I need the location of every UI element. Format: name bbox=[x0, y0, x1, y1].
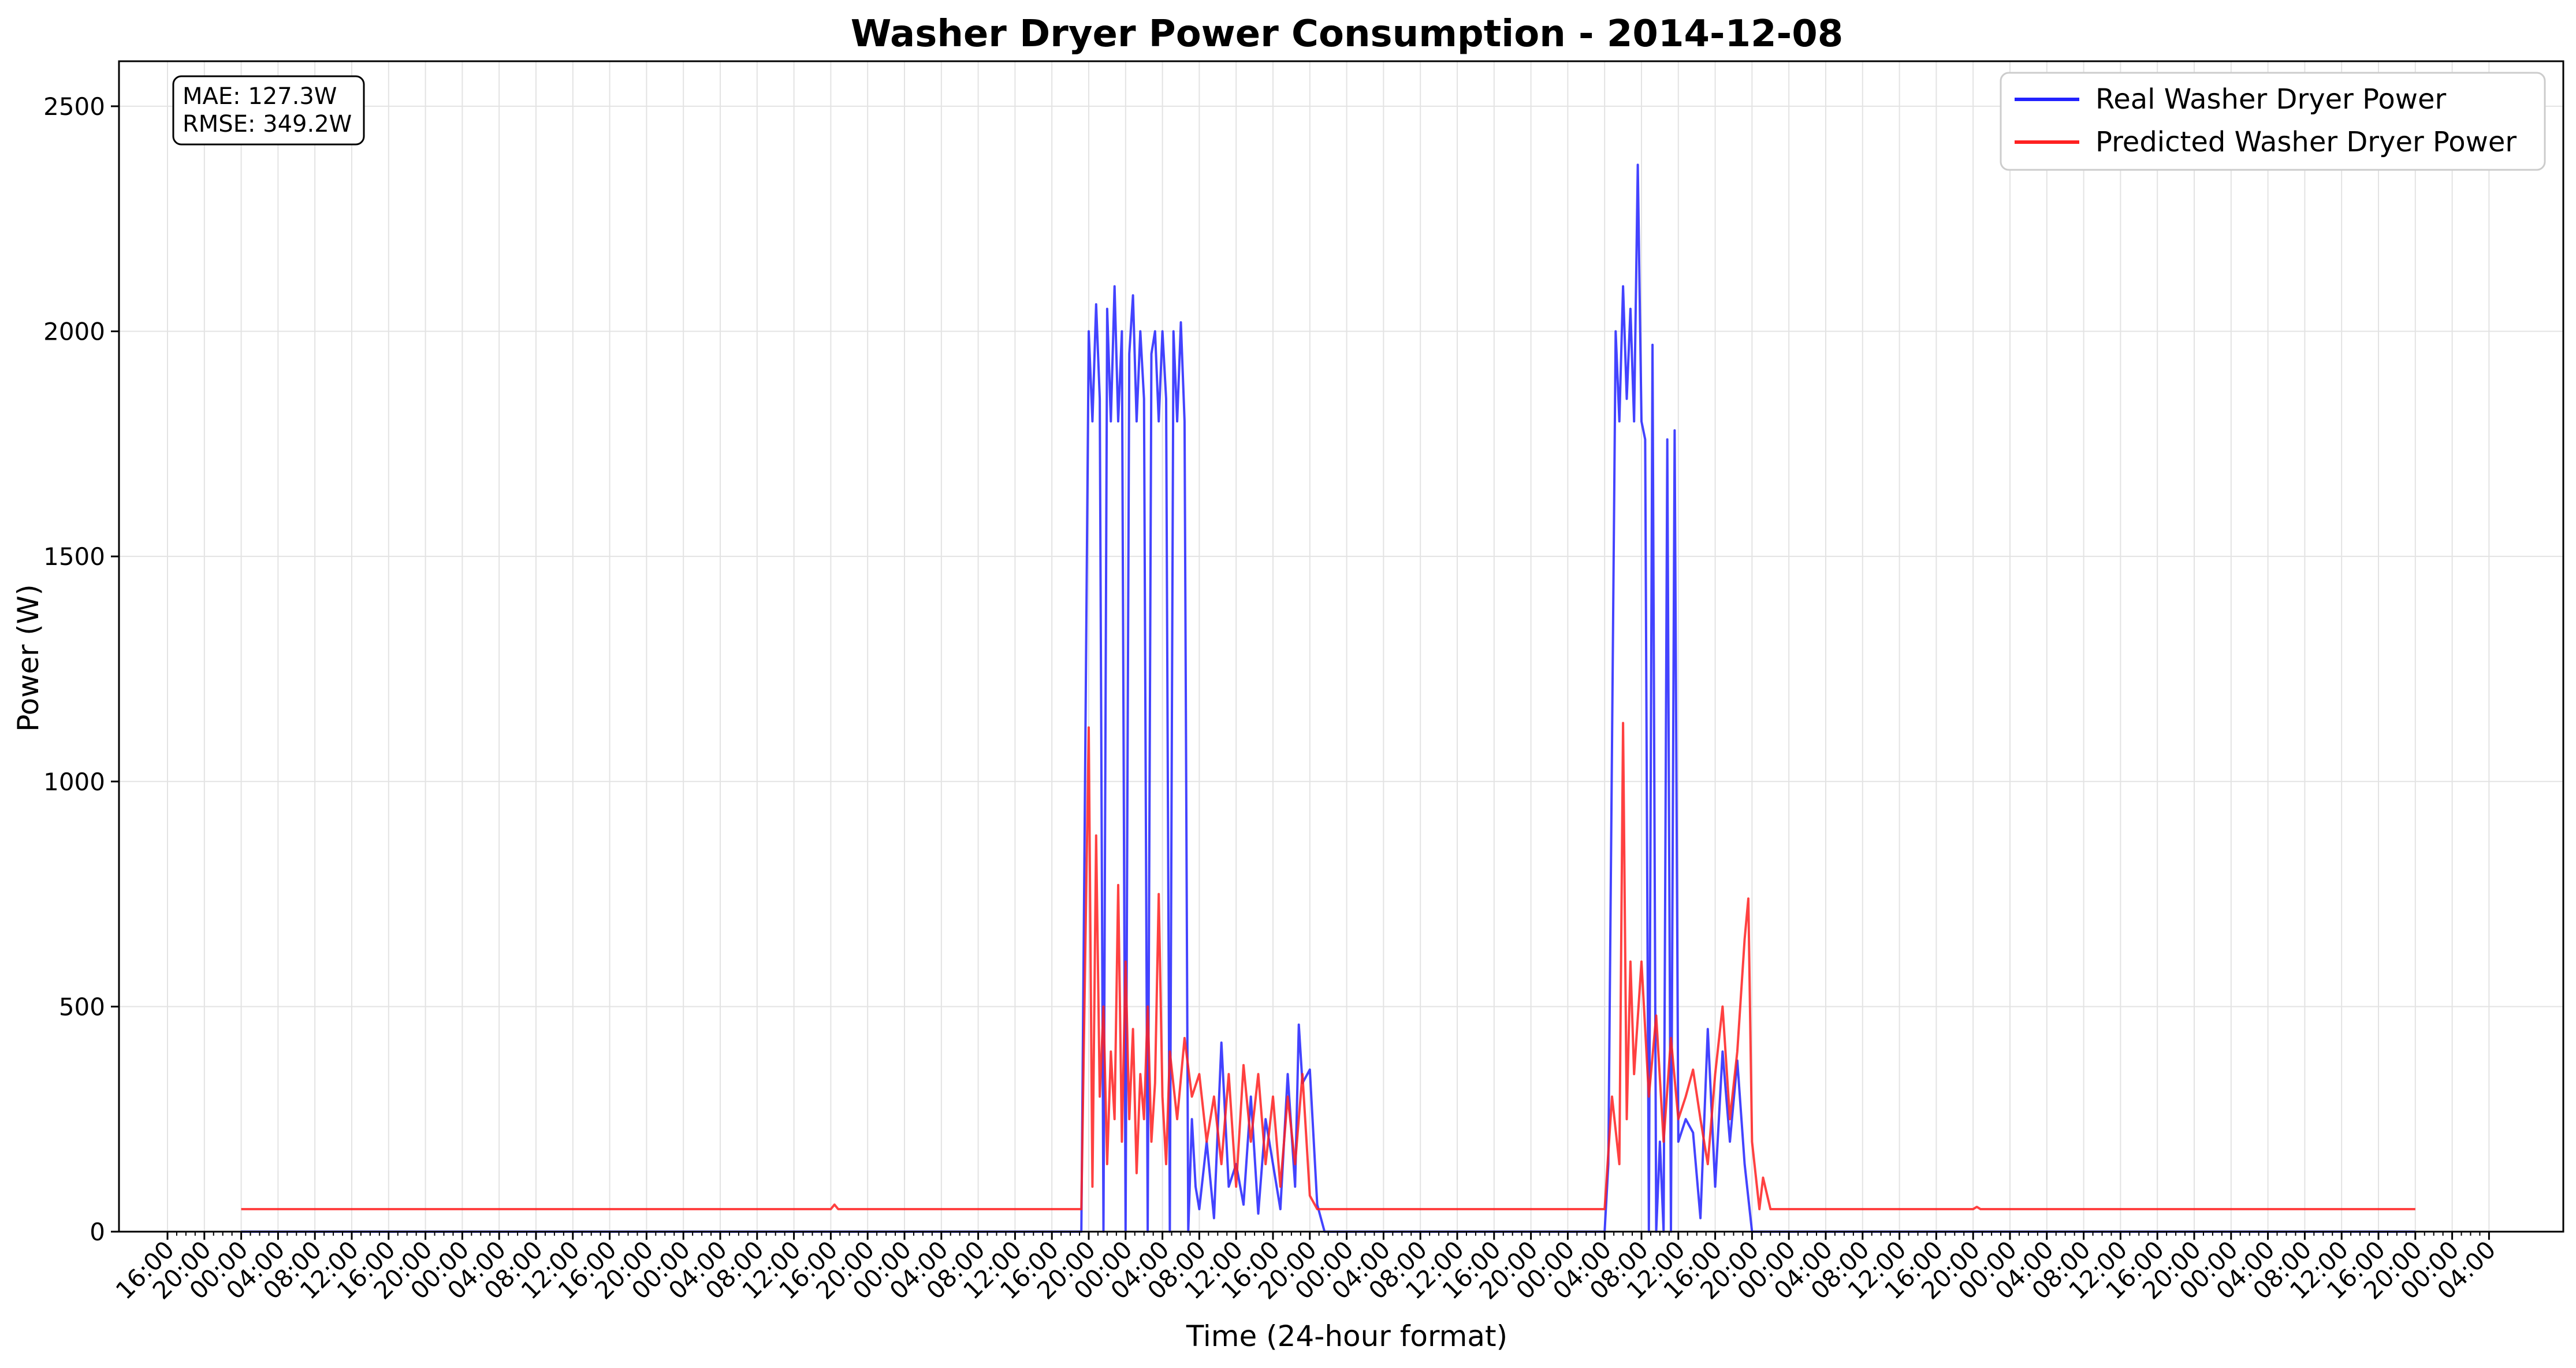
y-axis-label: Power (W) bbox=[12, 584, 45, 732]
series-line-real bbox=[241, 163, 2415, 1233]
series-line-predicted bbox=[241, 722, 2415, 1210]
y-tick-label: 500 bbox=[59, 992, 105, 1021]
legend-label-predicted: Predicted Washer Dryer Power bbox=[2095, 126, 2517, 158]
legend: Real Washer Dryer Power Predicted Washer… bbox=[2000, 72, 2546, 171]
chart-title: Washer Dryer Power Consumption - 2014-12… bbox=[851, 13, 1844, 55]
legend-label-real: Real Washer Dryer Power bbox=[2095, 83, 2447, 116]
y-tick-label: 2500 bbox=[43, 92, 105, 121]
plot-frame bbox=[118, 60, 2564, 1233]
metrics-box-frame bbox=[172, 75, 365, 146]
y-tick-label: 2000 bbox=[43, 318, 105, 346]
grid bbox=[119, 61, 2563, 1232]
axes: 16:0020:0000:0004:0008:0012:0016:0020:00… bbox=[43, 60, 2564, 1305]
legend-frame bbox=[2000, 72, 2546, 171]
y-tick-label: 0 bbox=[90, 1218, 105, 1246]
x-axis-label: Time (24-hour format) bbox=[1186, 1319, 1507, 1353]
mae-label: MAE: 127.3W bbox=[183, 83, 337, 110]
metrics-box: MAE: 127.3W RMSE: 349.2W bbox=[172, 75, 365, 146]
plot-area bbox=[241, 163, 2415, 1233]
y-tick-label: 1000 bbox=[43, 768, 105, 796]
rmse-label: RMSE: 349.2W bbox=[183, 111, 352, 137]
y-tick-label: 1500 bbox=[43, 542, 105, 571]
